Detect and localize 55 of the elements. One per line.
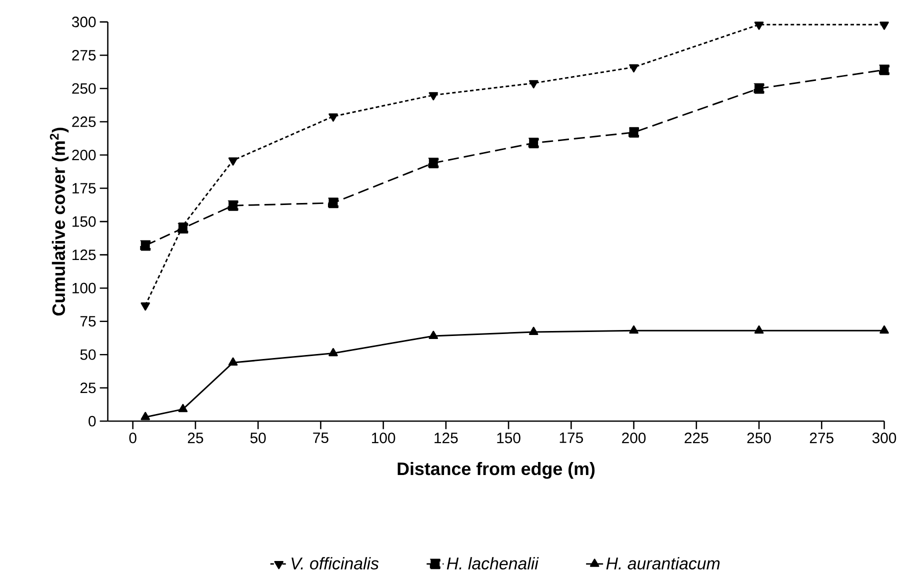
- x-tick-label: 200: [622, 432, 646, 444]
- point: [754, 22, 764, 30]
- x-tick-label: 75: [313, 432, 328, 444]
- point: [528, 80, 538, 89]
- point: [228, 357, 238, 366]
- y-tick-label: 250: [72, 83, 96, 94]
- y-tick-label: 200: [72, 150, 96, 160]
- x-tick-label: 150: [497, 432, 520, 444]
- y-tick-label: 225: [72, 116, 96, 128]
- x-tick-label: 300: [872, 432, 896, 444]
- y-tick-label: 125: [72, 250, 96, 260]
- y-axis-title: Cumulative cover (m$^{2}$): [50, 128, 69, 316]
- legend-label: H. aurantiacum: [606, 557, 720, 570]
- point: [228, 200, 238, 211]
- x-tick-label: 0: [129, 432, 136, 444]
- point: [428, 92, 438, 100]
- point: [228, 157, 238, 166]
- point: [880, 22, 889, 30]
- point: [140, 240, 151, 251]
- point: [629, 64, 638, 73]
- x-axis-title: Distance from edge (m): [398, 462, 595, 479]
- y-tick-label: 75: [80, 316, 96, 327]
- point: [754, 83, 764, 94]
- x-tick-label: 275: [810, 432, 834, 444]
- legend-label: H. lachenalii: [446, 557, 539, 570]
- y-tick-label: 275: [72, 50, 96, 61]
- x-tick-label: 100: [372, 432, 396, 444]
- x-tick-label: 175: [560, 432, 583, 444]
- y-tick-label: 175: [72, 183, 96, 194]
- point: [528, 326, 538, 336]
- point: [880, 326, 889, 334]
- point: [140, 412, 150, 420]
- point: [428, 330, 438, 340]
- point: [178, 404, 188, 412]
- point: [428, 158, 439, 168]
- point: [328, 114, 338, 122]
- x-tick-label: 250: [747, 432, 771, 444]
- y-tick-label: 0: [88, 416, 96, 427]
- x-tick-label: 50: [250, 432, 266, 444]
- y-tick-label: 300: [72, 16, 96, 28]
- x-tick-label: 125: [434, 432, 458, 444]
- y-tick-label: 150: [72, 216, 96, 227]
- point: [528, 138, 539, 148]
- point: [628, 127, 640, 138]
- point: [629, 326, 638, 334]
- point: [754, 326, 764, 334]
- y-tick-label: 50: [80, 349, 96, 360]
- legend-label: V. officinalis: [292, 557, 379, 570]
- point: [328, 198, 338, 208]
- point: [328, 348, 338, 356]
- x-tick-label: 225: [684, 432, 708, 444]
- y-tick-label: 25: [80, 382, 96, 394]
- point: [879, 64, 890, 76]
- y-tick-label: 100: [72, 282, 96, 294]
- x-tick-label: 25: [188, 432, 204, 444]
